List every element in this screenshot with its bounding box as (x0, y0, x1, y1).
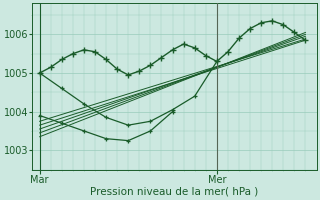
X-axis label: Pression niveau de la mer( hPa ): Pression niveau de la mer( hPa ) (90, 187, 259, 197)
